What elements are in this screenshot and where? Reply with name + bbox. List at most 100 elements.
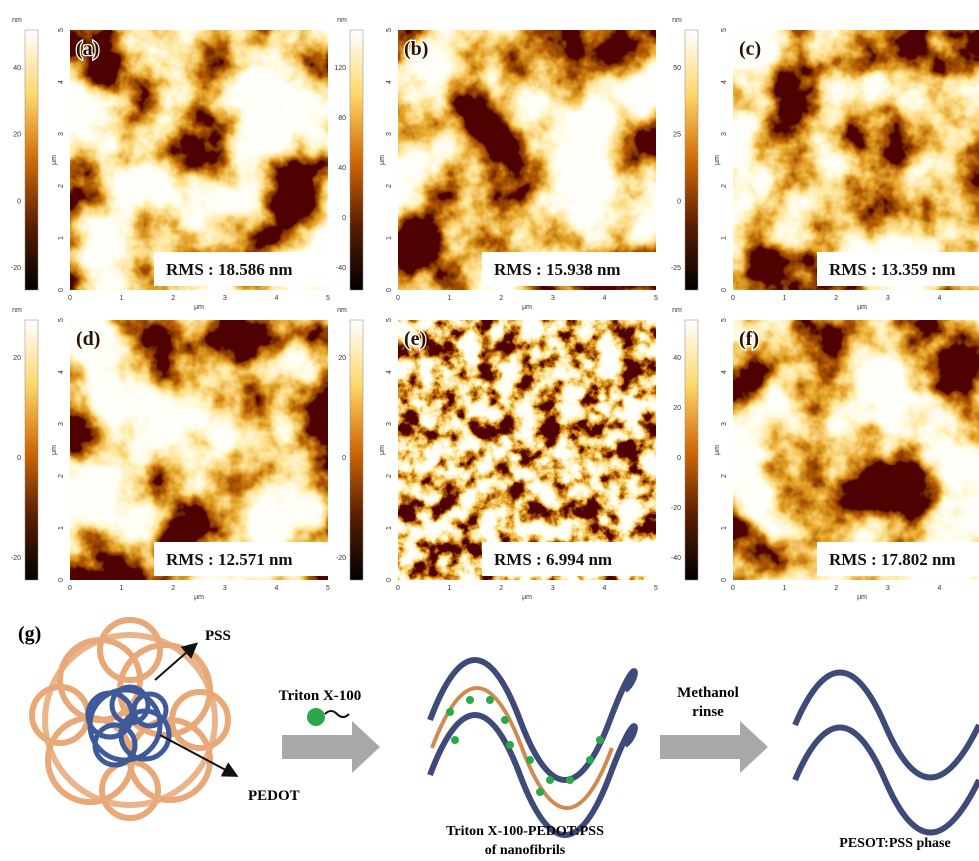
colorbar-tick-label: 0 [677, 455, 681, 462]
panel-label: (c) [739, 38, 761, 60]
colorbar-unit: nm [337, 17, 347, 24]
nanofibrils [427, 657, 638, 838]
y-tick-label: 1 [58, 236, 65, 240]
y-tick-label: 2 [721, 474, 728, 478]
colorbar-tick-label: -40 [336, 265, 346, 272]
rms-label: RMS : 6.994 nm [494, 550, 612, 569]
y-tick-label: 1 [386, 526, 393, 530]
pss-label: PSS [205, 628, 231, 644]
y-tick-label: 0 [386, 578, 393, 582]
afm-panel: (d)RMS : 12.571 nm001122334455μmμmnm200-… [11, 307, 330, 601]
colorbar [684, 29, 699, 291]
colorbar-tick-label: 40 [673, 355, 681, 362]
afm-image [733, 30, 979, 290]
x-tick-label: 3 [551, 295, 555, 302]
surfactant-tail [324, 710, 350, 718]
y-tick-label: 4 [721, 80, 728, 84]
x-tick-label: 4 [602, 585, 606, 592]
pedot-chains [792, 669, 979, 836]
arrow [154, 642, 199, 681]
process-arrow [282, 721, 380, 773]
y-tick-label: 4 [58, 80, 65, 84]
y-tick-label: 2 [58, 184, 65, 188]
rms-box [482, 542, 656, 576]
y-tick-label: 5 [386, 28, 393, 32]
colorbar-tick-label: 50 [673, 65, 681, 72]
x-tick-label: 4 [274, 585, 278, 592]
scheme: (g) PSS PEDOT Triton X-100 Triton X-100-… [18, 617, 979, 858]
rms-box [817, 542, 979, 576]
rms-box [482, 252, 656, 286]
colorbar-unit: nm [672, 307, 682, 314]
colorbar-unit: nm [12, 307, 22, 314]
rms-box [154, 252, 328, 286]
y-tick-label: 1 [721, 236, 728, 240]
y-tick-label: 0 [721, 288, 728, 292]
y-tick-label: 0 [58, 578, 65, 582]
colorbar [24, 29, 39, 291]
colorbar-tick-label: 40 [13, 65, 21, 72]
colorbar-tick-label: 20 [673, 405, 681, 412]
x-tick-label: 1 [120, 295, 124, 302]
colorbar [349, 319, 364, 581]
colorbar-tick-label: 20 [13, 132, 21, 139]
x-tick-label: 1 [783, 295, 787, 302]
y-tick-label: 2 [58, 474, 65, 478]
colorbar-tick-label: 120 [334, 65, 346, 72]
x-tick-label: 0 [396, 585, 400, 592]
product-caption: of nanofibrils [485, 843, 566, 858]
rms-label: RMS : 12.571 nm [166, 550, 293, 569]
colorbar-tick-label: -40 [671, 555, 681, 562]
panel-label: (d) [76, 328, 100, 350]
y-tick-label: 3 [58, 132, 65, 136]
rms-label: RMS : 13.359 nm [829, 260, 956, 279]
afm-panel: (f)RMS : 17.802 nm00112233445μmμmnm40200… [671, 307, 979, 601]
colorbar-tick-label: 80 [338, 115, 346, 122]
colorbar-tick-label: 0 [342, 455, 346, 462]
colorbar-tick-label: 0 [677, 198, 681, 205]
y-tick-label: 3 [386, 422, 393, 426]
colorbar-unit: nm [672, 17, 682, 24]
y-axis-unit: μm [714, 155, 721, 165]
x-axis-unit: μm [857, 594, 867, 601]
colorbar-tick-label: 25 [673, 132, 681, 139]
y-tick-label: 2 [386, 184, 393, 188]
x-tick-label: 2 [499, 585, 503, 592]
y-tick-label: 5 [721, 28, 728, 32]
x-tick-label: 3 [551, 585, 555, 592]
panel-label: (b) [404, 38, 428, 60]
surfactant-head [307, 708, 325, 726]
x-tick-label: 3 [223, 585, 227, 592]
panel-label: (f) [739, 328, 759, 350]
x-tick-label: 2 [499, 295, 503, 302]
x-tick-label: 2 [171, 585, 175, 592]
panel-label: (a) [76, 38, 99, 60]
colorbar-unit: nm [337, 307, 347, 314]
x-tick-label: 5 [326, 295, 330, 302]
pedot-label: PEDOT [248, 788, 300, 804]
x-axis-unit: μm [194, 304, 204, 311]
arrow [159, 734, 239, 777]
rms-box [154, 542, 328, 576]
x-tick-label: 4 [937, 585, 941, 592]
y-tick-label: 5 [58, 318, 65, 322]
y-tick-label: 3 [58, 422, 65, 426]
y-tick-label: 4 [386, 370, 393, 374]
x-tick-label: 2 [834, 585, 838, 592]
colorbar [684, 319, 699, 581]
x-tick-label: 5 [326, 585, 330, 592]
afm-image [398, 30, 656, 290]
colorbar [349, 29, 364, 291]
step-label: Methanol [677, 685, 739, 701]
afm-image [398, 320, 656, 580]
y-axis-unit: μm [379, 445, 386, 455]
colorbar-tick-label: 0 [17, 455, 21, 462]
y-tick-label: 1 [58, 526, 65, 530]
surfactant-dots [446, 696, 604, 796]
x-tick-label: 0 [68, 585, 72, 592]
rms-box [817, 252, 979, 286]
x-tick-label: 2 [834, 295, 838, 302]
x-tick-label: 1 [448, 585, 452, 592]
y-tick-label: 3 [721, 132, 728, 136]
